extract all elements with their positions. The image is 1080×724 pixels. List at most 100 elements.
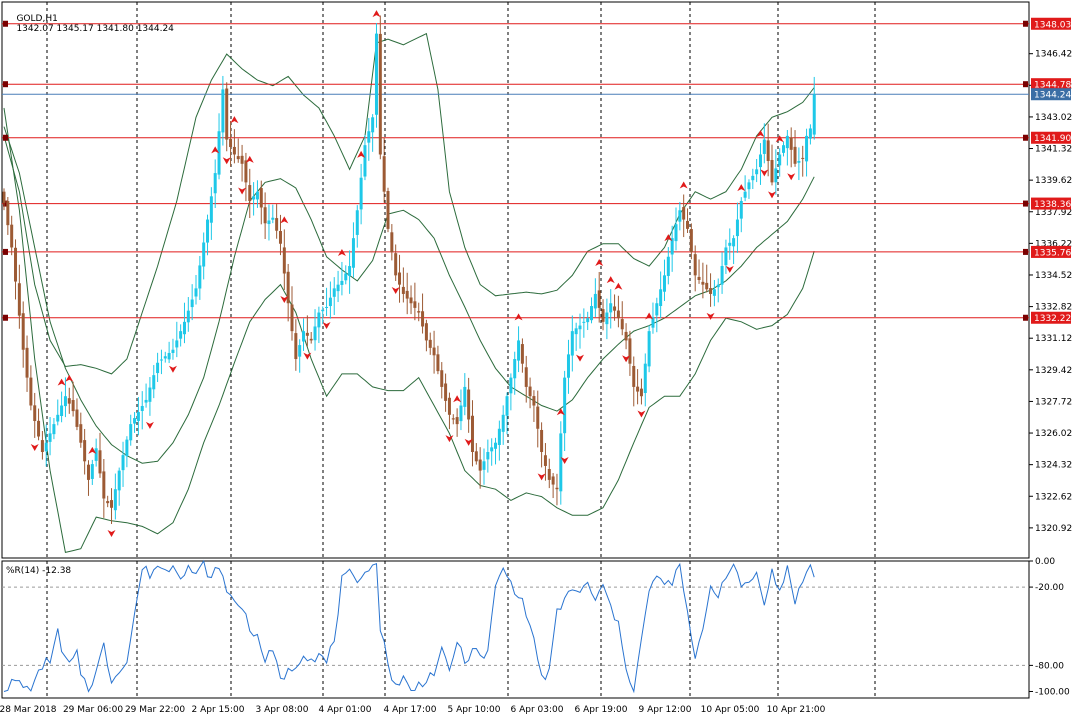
fractal-down-arrow	[622, 355, 631, 363]
candle-bear	[432, 347, 436, 356]
candle-bull	[167, 352, 171, 360]
level-price-label: 1341.90	[1034, 134, 1071, 144]
candle-bull	[325, 306, 329, 308]
candle-bull	[355, 210, 359, 235]
level-anchor-left	[3, 81, 8, 88]
candle-bull	[643, 363, 647, 394]
candle-bear	[110, 500, 114, 508]
candle-bull	[674, 224, 678, 242]
fractal-up-arrow	[679, 181, 688, 189]
candle-bear	[378, 33, 382, 155]
price-tick-label: 1324.32	[1035, 461, 1072, 471]
candle-bear	[75, 409, 79, 427]
symbol-header: GOLD,H1 1342.07 1345.17 1341.80 1344.24	[5, 4, 173, 44]
candle-bull	[113, 489, 117, 511]
candle-bear	[601, 309, 605, 322]
candle-bear	[229, 138, 233, 148]
fractal-up-arrow	[245, 155, 254, 163]
fractal-down-arrow	[464, 438, 473, 446]
candle-bear	[409, 297, 413, 304]
candle-bull	[340, 280, 344, 285]
candle-bull	[255, 191, 259, 200]
x-tick-label: 4 Apr 01:00	[319, 705, 372, 715]
candle-bull	[221, 89, 225, 133]
candle-bull	[728, 242, 732, 246]
candle-bull	[651, 317, 655, 328]
candle-bear	[236, 156, 240, 160]
candle-bull	[712, 289, 716, 296]
level-anchor-right	[1023, 248, 1028, 255]
fractal-down-arrow	[768, 191, 776, 199]
candle-bull	[724, 247, 728, 266]
candle-bull	[747, 182, 751, 190]
level-anchor-left	[3, 20, 8, 27]
candle-bull	[213, 173, 217, 194]
price-tick-label: 1331.12	[1035, 334, 1072, 344]
price-tick-label: 1336.22	[1035, 239, 1072, 249]
fractal-down-arrow	[322, 321, 331, 329]
candle-bear	[248, 185, 252, 201]
candle-bear	[417, 311, 421, 313]
fractal-down-arrow	[537, 473, 546, 481]
candle-bear	[455, 417, 459, 425]
candle-bull	[367, 131, 371, 143]
candle-bull	[140, 405, 144, 411]
candle-bull	[494, 442, 498, 449]
candle-bear	[447, 397, 451, 415]
candle-bull	[148, 387, 152, 402]
candle-bull	[808, 128, 812, 139]
candle-bear	[294, 333, 298, 360]
candle-bull	[732, 238, 736, 247]
candle-bull	[351, 238, 355, 268]
candle-bull	[371, 117, 375, 133]
fractal-up-arrow	[337, 248, 346, 256]
candle-bull	[662, 275, 666, 292]
candle-bull	[559, 433, 563, 492]
price-tick-label: 1327.72	[1035, 397, 1072, 407]
candle-bear	[524, 367, 528, 387]
level-price-label: 1335.76	[1034, 248, 1071, 258]
candle-bull	[336, 284, 340, 292]
candle-bull	[171, 349, 175, 354]
x-tick-label: 10 Apr 05:00	[701, 705, 760, 715]
candle-bull	[348, 266, 352, 276]
candle-bull	[774, 168, 778, 183]
candle-bear	[10, 224, 14, 248]
candle-bear	[547, 469, 551, 480]
candle-bear	[106, 501, 110, 504]
fractal-down-arrow	[280, 295, 289, 303]
level-price-label: 1338.36	[1034, 200, 1071, 210]
candle-bear	[532, 396, 536, 406]
fractal-down-arrow	[107, 530, 116, 538]
candle-bear	[543, 455, 547, 466]
level-price-label: 1344.78	[1034, 81, 1071, 91]
candle-bear	[701, 281, 705, 285]
candle-bear	[83, 440, 87, 462]
candle-bull	[182, 321, 186, 335]
candle-bear	[682, 207, 686, 220]
candle-bear	[405, 290, 409, 299]
fractal-up-arrow	[514, 313, 523, 321]
candle-bear	[551, 476, 555, 485]
candle-bull	[459, 405, 463, 422]
fractal-down-arrow	[168, 365, 177, 373]
fractal-up-arrow	[372, 10, 381, 18]
candle-bear	[421, 311, 425, 327]
candle-bull	[566, 354, 570, 378]
candle-bull	[152, 375, 156, 390]
candle-bull	[570, 331, 574, 356]
candle-bull	[490, 447, 494, 452]
candle-bull	[678, 210, 682, 222]
candle-bear	[282, 247, 286, 274]
candle-bull	[194, 288, 198, 297]
candle-bear	[225, 88, 229, 140]
candle-bull	[332, 288, 336, 297]
candle-bear	[2, 191, 6, 203]
candle-bear	[382, 156, 386, 192]
candle-bear	[263, 207, 267, 224]
x-tick-label: 4 Apr 17:00	[384, 705, 437, 715]
fractal-up-arrow	[737, 184, 746, 192]
candle-bear	[624, 331, 628, 341]
